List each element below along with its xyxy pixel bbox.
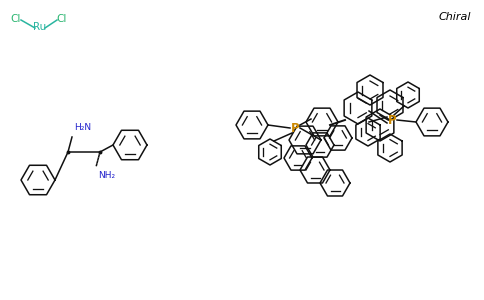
Text: Cl: Cl (57, 14, 67, 24)
Text: NH₂: NH₂ (98, 171, 115, 180)
Text: P: P (291, 122, 299, 134)
Text: Cl: Cl (11, 14, 21, 24)
Text: P: P (388, 113, 396, 127)
Text: H₂N: H₂N (74, 123, 91, 132)
Text: Chiral: Chiral (439, 12, 471, 22)
Text: Ru: Ru (33, 22, 46, 32)
